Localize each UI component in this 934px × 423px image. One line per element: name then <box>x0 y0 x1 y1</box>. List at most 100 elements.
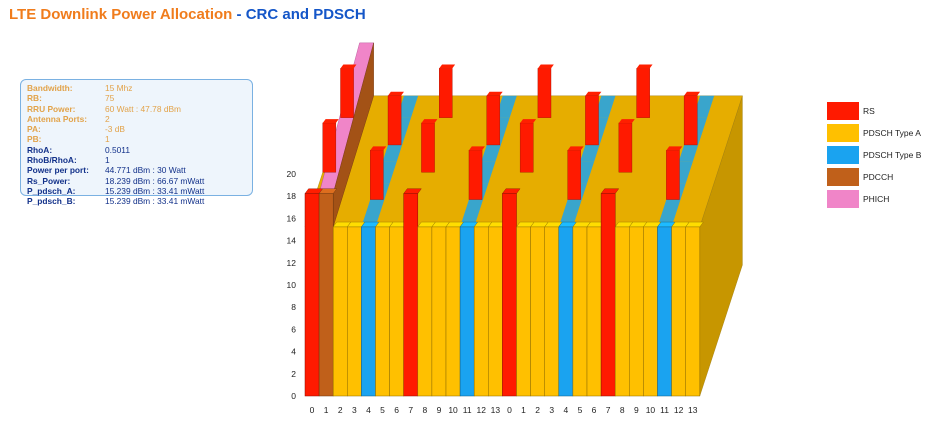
front-bar <box>572 226 588 397</box>
y-tick-label: 18 <box>287 191 297 201</box>
front-bar <box>459 226 475 397</box>
rs-spike-top <box>585 91 602 96</box>
rs-spike-top <box>486 91 503 96</box>
front-bar <box>318 193 334 397</box>
legend-item: PDCCH <box>827 166 921 188</box>
param-key: RRU Power: <box>27 103 76 114</box>
legend-item: PDSCH Type A <box>827 122 921 144</box>
legend-swatch <box>827 190 859 208</box>
x-tick-label: 11 <box>660 405 669 415</box>
legend-item: PHICH <box>827 188 921 210</box>
param-key: PB: <box>27 134 42 145</box>
rs-spike-bar <box>468 150 483 200</box>
legend-label: RS <box>863 106 875 116</box>
front-bar <box>431 226 447 397</box>
front-bar <box>544 226 560 397</box>
rs-spike-bar <box>370 150 384 200</box>
rs-spike-top <box>340 64 357 69</box>
param-key: P_pdsch_A: <box>27 185 76 196</box>
rs-spike-bar <box>666 150 680 200</box>
front-bar <box>558 226 574 397</box>
pdsch-b-top-stripe <box>495 95 517 118</box>
rs-spike-bar <box>387 95 402 146</box>
front-bar <box>629 226 644 397</box>
x-tick-label: 9 <box>634 405 639 415</box>
rs-spike-top <box>322 119 339 123</box>
x-tick-label: 0 <box>310 405 315 415</box>
rs-spike-bar <box>567 150 581 200</box>
rs-spike-bar <box>486 95 501 146</box>
pdsch-b-top-stripe <box>594 95 616 118</box>
title-part2: CRC and PDSCH <box>245 6 366 23</box>
param-value: 1 <box>105 134 110 145</box>
front-bar <box>516 226 531 397</box>
rs-spike-bar <box>340 68 354 118</box>
rs-spike-bar <box>636 68 650 118</box>
param-row: PB: 1 <box>27 134 246 144</box>
front-bar <box>657 226 672 397</box>
y-tick-label: 12 <box>287 258 297 268</box>
param-row: Rs_Power: 18.239 dBm : 66.67 mWatt <box>27 176 246 186</box>
param-key: PA: <box>27 124 41 135</box>
param-row: RRU Power: 60 Watt : 47.78 dBm <box>27 104 246 114</box>
front-bar <box>417 226 433 397</box>
param-key: Bandwidth: <box>27 83 73 93</box>
x-tick-label: 6 <box>592 405 597 415</box>
param-row: Power per port: 44.771 dBm : 30 Watt <box>27 165 246 175</box>
front-bar <box>403 193 419 397</box>
rs-spike-top <box>567 146 584 151</box>
param-value: 1 <box>105 155 110 166</box>
front-bar <box>502 193 517 397</box>
front-bar-top <box>403 188 422 194</box>
param-value: 60 Watt : 47.78 dBm <box>105 103 182 114</box>
x-tick-label: 2 <box>338 405 343 415</box>
x-tick-label: 8 <box>422 405 427 415</box>
legend-label: PHICH <box>863 194 890 204</box>
x-tick-label: 0 <box>507 405 512 415</box>
pdsch-b-top-stripe <box>558 205 580 227</box>
legend-label: PDCCH <box>863 172 894 182</box>
param-row: P_pdsch_B: 15.239 dBm : 33.41 mWatt <box>27 196 246 206</box>
param-key: Antenna Ports: <box>27 113 88 124</box>
legend-swatch <box>827 102 859 120</box>
param-key: P_pdsch_B: <box>27 196 76 207</box>
param-value: 0.5011 <box>105 144 130 155</box>
rs-spike-bar <box>618 122 633 173</box>
front-bar-top <box>318 188 338 194</box>
x-tick-label: 9 <box>437 405 442 415</box>
x-tick-label: 2 <box>535 405 540 415</box>
front-bar <box>389 226 404 397</box>
param-row: Antenna Ports: 2 <box>27 114 246 124</box>
param-value: 75 <box>105 93 115 104</box>
chart-title: LTE Downlink Power Allocation - CRC and … <box>9 6 366 23</box>
param-row: RhoA: 0.5011 <box>27 145 246 155</box>
x-tick-label: 12 <box>674 405 684 415</box>
front-bar <box>614 226 630 397</box>
y-tick-label: 0 <box>291 391 296 401</box>
x-tick-label: 11 <box>463 405 472 415</box>
rs-spike-bar <box>585 95 599 146</box>
rs-spike-top <box>421 119 438 123</box>
y-tick-label: 2 <box>291 369 296 379</box>
legend-swatch <box>827 146 859 164</box>
pdsch-b-top-stripe <box>396 95 419 118</box>
front-bar <box>600 193 616 397</box>
rs-spike-top <box>636 64 653 69</box>
rs-spike-bar <box>322 122 337 173</box>
x-tick-label: 10 <box>646 405 656 415</box>
front-bar-top <box>502 188 521 194</box>
param-key: Power per port: <box>27 165 89 176</box>
y-tick-label: 20 <box>287 169 297 179</box>
legend-item: RS <box>827 100 921 122</box>
y-tick-label: 4 <box>291 347 296 357</box>
front-bar <box>375 226 390 397</box>
y-tick-label: 16 <box>287 213 297 223</box>
param-key: RhoB/RhoA: <box>27 155 77 166</box>
legend-item: PDSCH Type B <box>827 144 921 166</box>
legend-label: PDSCH Type B <box>863 150 922 160</box>
x-tick-label: 6 <box>394 405 399 415</box>
param-value: 15.239 dBm : 33.41 mWatt <box>105 185 205 196</box>
param-row: RB: 75 <box>27 93 246 103</box>
param-value: 44.771 dBm : 30 Watt <box>105 165 186 176</box>
param-value: 18.239 dBm : 66.67 mWatt <box>105 175 205 186</box>
